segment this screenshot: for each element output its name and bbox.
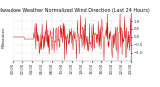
- Title: Milwaukee Weather Normalized Wind Direction (Last 24 Hours): Milwaukee Weather Normalized Wind Direct…: [0, 8, 149, 13]
- Text: Milwaukee: Milwaukee: [2, 26, 6, 48]
